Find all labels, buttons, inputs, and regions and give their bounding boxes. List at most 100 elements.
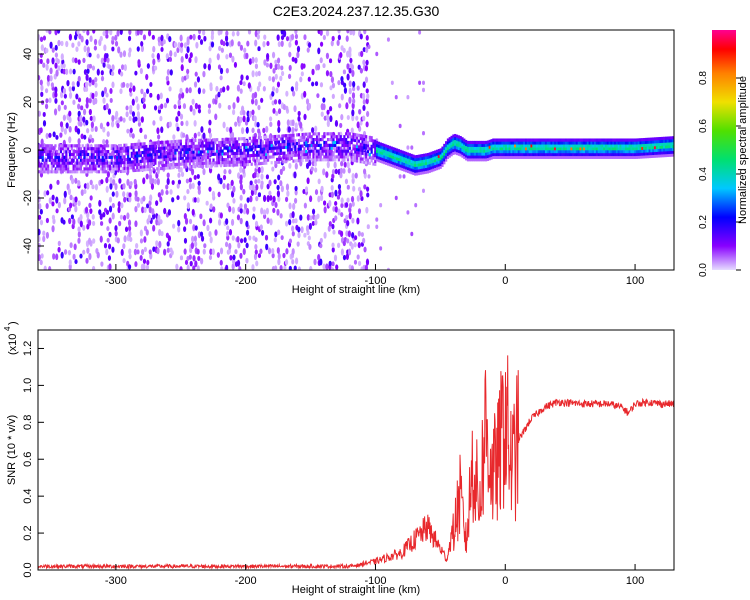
spectrogram-cell: [655, 137, 659, 141]
spectrogram-cell: [256, 142, 259, 146]
snr-plot-area: [38, 330, 674, 570]
spectrogram-cell: [490, 153, 493, 157]
spectrogram-cell: [117, 167, 121, 171]
spectrogram-cell: [468, 143, 471, 147]
spectrogram-cell: [428, 155, 431, 159]
spectrogram-cell: [661, 148, 664, 152]
spectrogram-cell: [663, 148, 666, 152]
spectrogram-cell: [245, 126, 249, 134]
spectrogram-cell: [206, 141, 210, 145]
spectrogram-cell: [265, 125, 269, 133]
spectrogram-cell: [90, 147, 93, 151]
spectrogram-cell: [251, 264, 255, 270]
spectrogram-cell: [294, 33, 299, 40]
spectrogram-cell: [349, 57, 353, 64]
spectrogram-cell: [628, 150, 631, 154]
spectrogram-cell: [119, 149, 122, 153]
spectrogram-cell: [294, 144, 297, 149]
spectrogram-cell: [114, 158, 117, 162]
spectrogram-cell: [75, 93, 79, 100]
spectrogram-cell: [120, 64, 125, 71]
spectrogram-cell: [584, 150, 588, 154]
spectrogram-cell: [351, 172, 355, 180]
spectrogram-cell: [99, 147, 102, 151]
spectrogram-cell: [366, 161, 370, 165]
spectrogram-cell: [574, 147, 577, 151]
spectrogram-cell: [474, 158, 477, 162]
spectrogram-cell: [143, 91, 147, 99]
spectrogram-cell: [331, 223, 335, 230]
spectrogram-cell: [156, 167, 159, 171]
spectrogram-cell: [226, 160, 230, 164]
spectrogram-cell: [251, 184, 255, 191]
spectrogram-cell: [483, 146, 486, 150]
spectrogram-cell: [232, 146, 235, 150]
spectrogram-cell: [321, 138, 324, 142]
spectrogram-cell: [61, 158, 64, 162]
spectrogram-cell: [245, 145, 248, 149]
spectrogram-cell: [45, 132, 49, 140]
spectrogram-cell: [163, 102, 168, 109]
spectrogram-cell: [199, 138, 202, 142]
spectrogram-cell: [356, 139, 359, 143]
spectrogram-cell: [68, 144, 72, 148]
x-tick-label: -300: [105, 275, 127, 287]
spectrogram-cell: [643, 140, 646, 145]
spectrogram-cell: [394, 147, 397, 151]
spectrogram-cell: [317, 143, 321, 147]
spectrogram-cell: [79, 150, 82, 154]
spectrogram-cell: [319, 155, 322, 159]
spectrogram-cell: [153, 65, 158, 71]
spectrogram-cell: [584, 138, 588, 142]
spectrogram-cell: [39, 36, 44, 43]
spectrogram-cell: [223, 160, 226, 165]
spectrogram-cell: [524, 141, 528, 145]
spectrogram-cell: [74, 259, 78, 265]
spectrogram-cell: [116, 158, 119, 162]
spectrogram-cell: [365, 152, 368, 156]
spectrogram-cell: [577, 152, 580, 157]
spectrogram-cell: [163, 155, 166, 159]
spectrogram-cell: [568, 141, 571, 145]
spectrogram-cell: [226, 137, 230, 141]
spectrogram-cell: [497, 155, 500, 159]
spectrogram-cell: [321, 149, 324, 153]
spectrogram-cell: [297, 138, 301, 143]
spectrogram-cell: [293, 171, 297, 179]
spectrogram-cell: [92, 167, 95, 171]
spectrogram-cell: [312, 149, 315, 153]
spectrogram-cell: [472, 149, 475, 153]
spectrogram-cell: [256, 153, 259, 157]
spectrogram-cell: [303, 152, 306, 157]
spectrogram-cell: [557, 141, 560, 145]
spectrogram-cell: [434, 164, 437, 168]
spectrogram-cell: [557, 147, 560, 151]
spectrogram-cell: [117, 201, 121, 208]
spectrogram-cell: [319, 30, 323, 36]
spectrogram-cell: [601, 141, 604, 145]
spectrogram-cell: [202, 132, 206, 140]
spectrogram-cell: [655, 140, 659, 144]
spectrogram-cell: [299, 147, 302, 151]
spectrogram-cell: [408, 164, 411, 168]
spectrogram-cell: [581, 152, 584, 157]
spectrogram-cell: [577, 155, 580, 159]
spectrogram-cell: [276, 149, 279, 153]
spectrogram-cell: [50, 161, 53, 165]
spectrogram-cell: [190, 144, 193, 149]
spectrogram-cell: [68, 33, 73, 41]
spectrogram-cell: [325, 30, 330, 37]
spectrogram-cell: [257, 253, 262, 259]
spectrogram-cell: [108, 152, 112, 157]
spectrogram-cell: [459, 138, 462, 143]
spectrogram-cell: [459, 141, 462, 145]
spectrogram-cell: [648, 143, 651, 147]
spectrogram-cell: [349, 30, 353, 36]
spectrogram-cell: [81, 152, 84, 157]
spectrogram-cell: [105, 176, 109, 184]
spectrogram-cell: [634, 138, 637, 142]
spectrogram-cell: [57, 152, 61, 157]
spectrogram-cell: [183, 147, 186, 152]
spectrogram-cell: [617, 147, 620, 151]
spectrogram-cell: [383, 155, 386, 159]
